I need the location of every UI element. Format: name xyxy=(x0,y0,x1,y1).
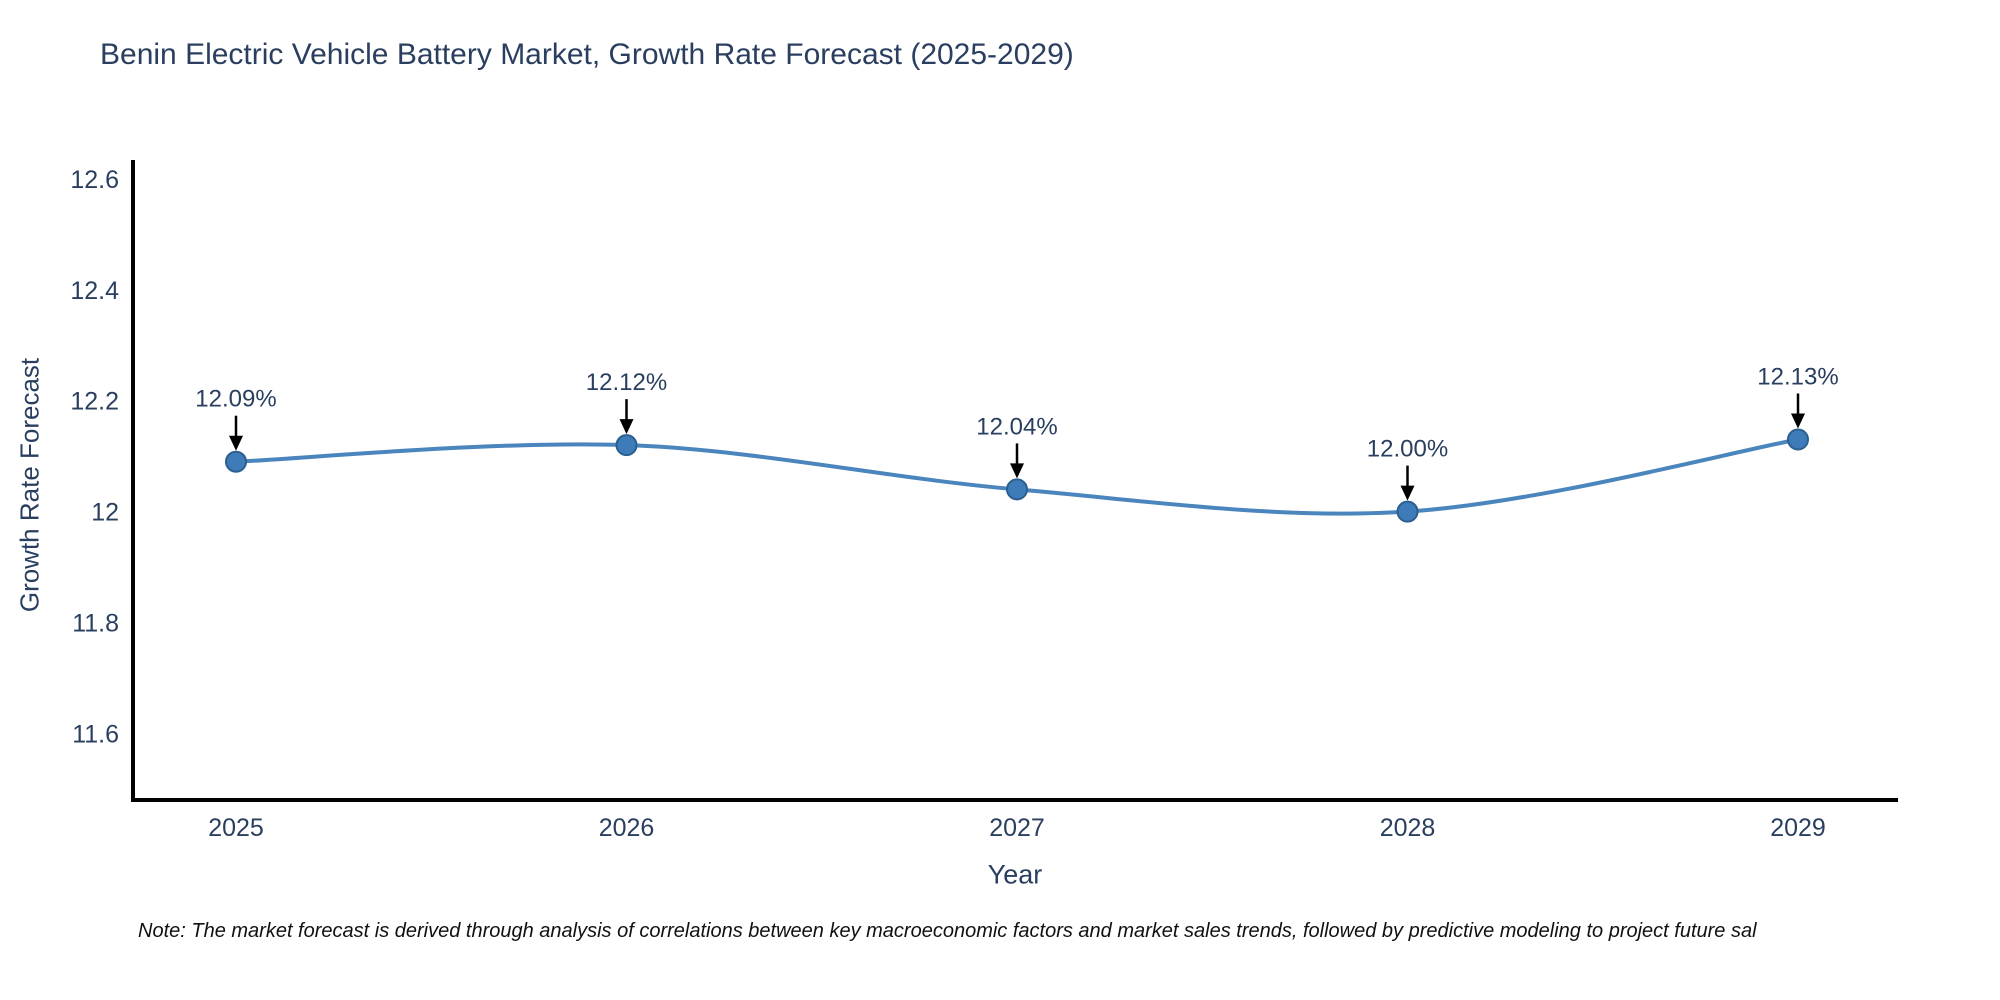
data-point-2026 xyxy=(615,434,638,457)
point-label-2029: 12.13% xyxy=(1757,364,1838,391)
y-tick-label-11.6: 11.6 xyxy=(72,720,119,748)
chart-footnote: Note: The market forecast is derived thr… xyxy=(138,920,1757,942)
x-tick-label-2027: 2027 xyxy=(989,814,1045,842)
annotation-arrowhead xyxy=(1400,485,1415,501)
data-point-2029 xyxy=(1787,428,1809,451)
chart-title: Benin Electric Vehicle Battery Market, G… xyxy=(100,38,1074,71)
data-point-2028 xyxy=(1396,500,1419,523)
y-tick-label-12.6: 12.6 xyxy=(70,166,119,194)
annotation-arrowhead xyxy=(1010,463,1024,479)
x-tick-label-2025: 2025 xyxy=(208,814,264,842)
x-tick-label-2028: 2028 xyxy=(1380,814,1436,842)
point-label-2025: 12.09% xyxy=(195,386,276,413)
annotation-arrowhead xyxy=(619,419,634,435)
annotation-arrowhead xyxy=(229,435,243,451)
y-tick-label-12.2: 12.2 xyxy=(70,388,119,416)
point-label-2028: 12.00% xyxy=(1367,436,1448,463)
x-tick-label-2026: 2026 xyxy=(599,814,655,842)
y-axis-title: Growth Rate Forecast xyxy=(14,357,45,613)
y-tick-label-11.8: 11.8 xyxy=(72,610,119,638)
y-tick-label-12.4: 12.4 xyxy=(70,277,119,305)
data-point-2027 xyxy=(1006,478,1028,501)
point-label-2027: 12.04% xyxy=(976,413,1057,440)
data-point-2025 xyxy=(225,450,247,473)
annotation-arrowhead xyxy=(1791,413,1805,429)
x-tick-label-2029: 2029 xyxy=(1770,814,1826,842)
y-tick-label-12: 12 xyxy=(91,499,119,527)
point-label-2026: 12.12% xyxy=(586,369,667,396)
x-axis-title: Year xyxy=(987,859,1043,890)
